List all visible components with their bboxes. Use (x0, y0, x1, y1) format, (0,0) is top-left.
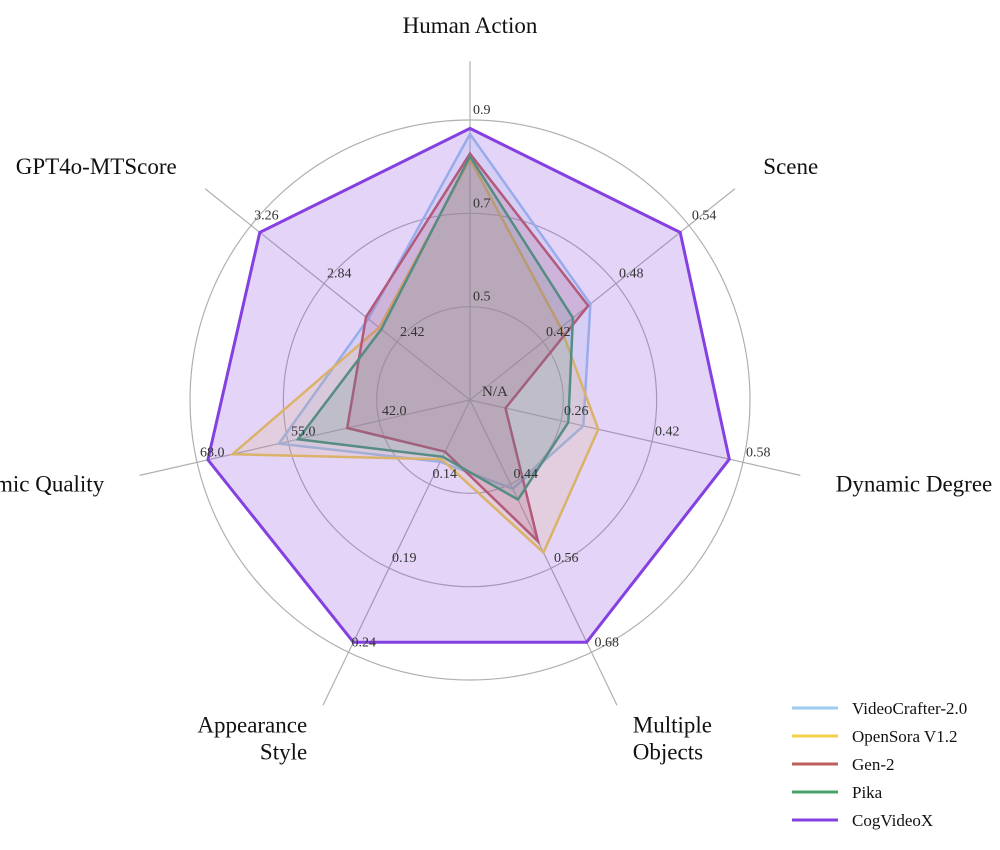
tick-label: 2.42 (400, 325, 425, 340)
tick-label: 0.44 (513, 467, 538, 482)
axis-label: Dynamic Degree (836, 472, 992, 497)
tick-label: 2.84 (327, 267, 352, 282)
legend-label: VideoCrafter-2.0 (852, 699, 967, 718)
axis-spoke (139, 399, 471, 476)
tick-label: 3.26 (254, 208, 279, 223)
series-opensora-v1-2 (229, 156, 600, 555)
radar-axis-labels: Human Action Scene Dynamic Degree Multiple O… (0, 13, 992, 765)
tick-label: 0.58 (746, 445, 771, 460)
axis-label: Human Action (403, 13, 538, 38)
series-gen-2 (345, 151, 590, 546)
radar-tick-labels: 0.5 0.7 0.9 0.42 0.48 0.54 0.26 0.42 0.58 0.44 0.5… (200, 103, 770, 650)
tick-label: 68.0 (200, 445, 225, 460)
tick-label: 0.19 (392, 551, 417, 566)
legend-label: CogVideoX (852, 811, 933, 830)
tick-label: 0.26 (564, 404, 589, 419)
tick-label: 0.5 (473, 290, 491, 305)
chart-legend: VideoCrafter-2.0 OpenSora V1.2 Gen-2 Pika Co… (792, 699, 967, 830)
axis-label: Dynamic Quality (0, 472, 105, 497)
tick-label: 0.56 (554, 551, 579, 566)
axis-spoke (204, 188, 471, 401)
radar-series (206, 126, 731, 644)
axis-spoke (469, 188, 736, 401)
series-cogvideox (206, 126, 731, 644)
tick-label: 0.14 (433, 467, 458, 482)
legend-label: OpenSora V1.2 (852, 727, 957, 746)
tick-label: 0.42 (546, 325, 571, 340)
tick-label: 42.0 (382, 404, 407, 419)
legend-label: Pika (852, 783, 883, 802)
axis-label: Scene (763, 154, 818, 179)
tick-label: 0.42 (655, 425, 680, 440)
tick-label: 55.0 (291, 425, 316, 440)
tick-label: 0.54 (692, 208, 717, 223)
tick-label: 0.24 (352, 635, 377, 650)
axis-spoke (469, 399, 801, 476)
axis-label: GPT4o-MTScore (16, 154, 177, 179)
series-pika (295, 153, 575, 502)
legend-label: Gen-2 (852, 755, 894, 774)
tick-label: 0.9 (473, 103, 491, 118)
axis-label: Appearance Style (197, 713, 307, 765)
tick-label: 0.68 (594, 635, 619, 650)
axis-label: Multiple Objects (633, 713, 712, 765)
radar-grid (139, 61, 801, 706)
center-label: N/A (482, 384, 508, 400)
tick-label: 0.7 (473, 196, 491, 211)
tick-label: 0.48 (619, 267, 644, 282)
